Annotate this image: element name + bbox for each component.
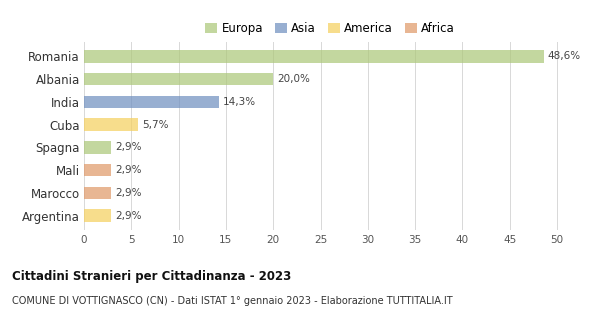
Bar [84,50,544,63]
Text: COMUNE DI VOTTIGNASCO (CN) - Dati ISTAT 1° gennaio 2023 - Elaborazione TUTTITALI: COMUNE DI VOTTIGNASCO (CN) - Dati ISTAT … [12,296,452,306]
Bar [84,209,112,222]
Bar [84,118,138,131]
Text: 48,6%: 48,6% [548,52,581,61]
Bar [84,73,273,85]
Bar [84,96,220,108]
Text: 14,3%: 14,3% [223,97,256,107]
Bar [84,141,112,154]
Text: Cittadini Stranieri per Cittadinanza - 2023: Cittadini Stranieri per Cittadinanza - 2… [12,270,291,284]
Text: 2,9%: 2,9% [115,188,142,198]
Text: 2,9%: 2,9% [115,165,142,175]
Text: 20,0%: 20,0% [277,74,310,84]
Legend: Europa, Asia, America, Africa: Europa, Asia, America, Africa [200,17,460,40]
Text: 5,7%: 5,7% [142,120,168,130]
Bar [84,164,112,176]
Text: 2,9%: 2,9% [115,211,142,220]
Bar [84,187,112,199]
Text: 2,9%: 2,9% [115,142,142,152]
